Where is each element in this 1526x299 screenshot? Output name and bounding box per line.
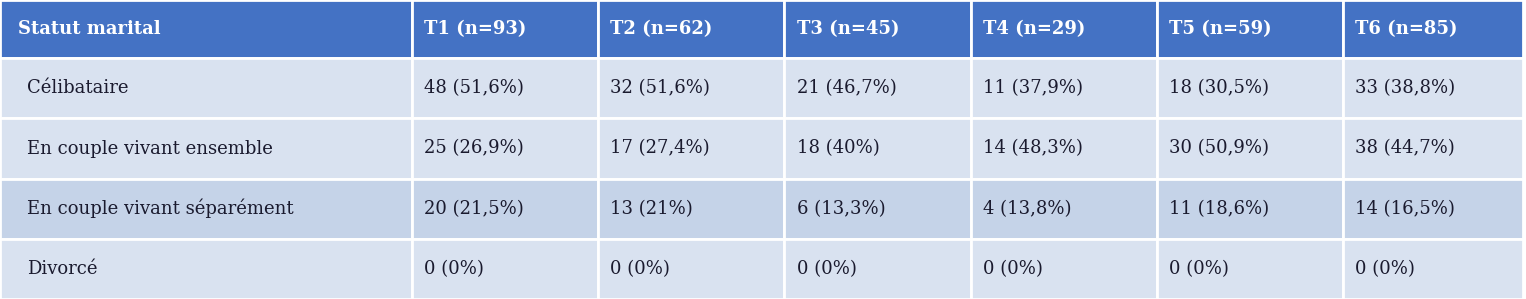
Text: 0 (0%): 0 (0%) <box>797 260 856 278</box>
Bar <box>971 58 1157 118</box>
Text: Célibataire: Célibataire <box>27 79 130 97</box>
Bar <box>1343 58 1523 118</box>
Bar <box>0 118 412 179</box>
Bar <box>598 179 784 239</box>
Bar <box>598 239 784 299</box>
Text: En couple vivant séparément: En couple vivant séparément <box>27 199 295 219</box>
Bar <box>0 179 412 239</box>
Bar <box>1157 58 1343 118</box>
Bar <box>1343 118 1523 179</box>
Text: 0 (0%): 0 (0%) <box>983 260 1042 278</box>
Text: 11 (18,6%): 11 (18,6%) <box>1169 200 1270 218</box>
Bar <box>971 239 1157 299</box>
Bar <box>1157 179 1343 239</box>
Bar <box>784 118 971 179</box>
Text: 14 (16,5%): 14 (16,5%) <box>1355 200 1454 218</box>
Bar <box>412 58 598 118</box>
Bar <box>1343 179 1523 239</box>
Text: 18 (30,5%): 18 (30,5%) <box>1169 79 1270 97</box>
Bar <box>1343 239 1523 299</box>
Bar <box>412 0 598 58</box>
Bar <box>598 58 784 118</box>
Bar <box>412 239 598 299</box>
Text: Statut marital: Statut marital <box>18 20 160 38</box>
Bar <box>1157 239 1343 299</box>
Bar <box>0 0 412 58</box>
Text: 33 (38,8%): 33 (38,8%) <box>1355 79 1456 97</box>
Text: 25 (26,9%): 25 (26,9%) <box>424 140 523 158</box>
Text: T3 (n=45): T3 (n=45) <box>797 20 899 38</box>
Text: 21 (46,7%): 21 (46,7%) <box>797 79 896 97</box>
Bar <box>412 118 598 179</box>
Text: 0 (0%): 0 (0%) <box>1169 260 1228 278</box>
Bar <box>971 118 1157 179</box>
Text: T4 (n=29): T4 (n=29) <box>983 20 1085 38</box>
Bar <box>598 0 784 58</box>
Text: 0 (0%): 0 (0%) <box>610 260 670 278</box>
Bar <box>784 239 971 299</box>
Text: 20 (21,5%): 20 (21,5%) <box>424 200 523 218</box>
Text: 4 (13,8%): 4 (13,8%) <box>983 200 1071 218</box>
Text: 32 (51,6%): 32 (51,6%) <box>610 79 710 97</box>
Bar <box>784 0 971 58</box>
Text: T6 (n=85): T6 (n=85) <box>1355 20 1457 38</box>
Bar <box>784 179 971 239</box>
Text: 11 (37,9%): 11 (37,9%) <box>983 79 1083 97</box>
Text: 17 (27,4%): 17 (27,4%) <box>610 140 710 158</box>
Bar <box>784 58 971 118</box>
Text: En couple vivant ensemble: En couple vivant ensemble <box>27 140 273 158</box>
Text: 6 (13,3%): 6 (13,3%) <box>797 200 885 218</box>
Text: 30 (50,9%): 30 (50,9%) <box>1169 140 1270 158</box>
Text: 38 (44,7%): 38 (44,7%) <box>1355 140 1454 158</box>
Text: Divorcé: Divorcé <box>27 260 98 278</box>
Bar <box>971 179 1157 239</box>
Text: 13 (21%): 13 (21%) <box>610 200 693 218</box>
Text: 48 (51,6%): 48 (51,6%) <box>424 79 523 97</box>
Bar <box>1343 0 1523 58</box>
Text: 18 (40%): 18 (40%) <box>797 140 879 158</box>
Bar <box>1157 118 1343 179</box>
Bar <box>0 58 412 118</box>
Bar <box>0 239 412 299</box>
Text: T5 (n=59): T5 (n=59) <box>1169 20 1271 38</box>
Text: 14 (48,3%): 14 (48,3%) <box>983 140 1082 158</box>
Text: T2 (n=62): T2 (n=62) <box>610 20 713 38</box>
Text: T1 (n=93): T1 (n=93) <box>424 20 526 38</box>
Bar <box>971 0 1157 58</box>
Text: 0 (0%): 0 (0%) <box>1355 260 1415 278</box>
Text: 0 (0%): 0 (0%) <box>424 260 484 278</box>
Bar <box>412 179 598 239</box>
Bar <box>1157 0 1343 58</box>
Bar <box>598 118 784 179</box>
